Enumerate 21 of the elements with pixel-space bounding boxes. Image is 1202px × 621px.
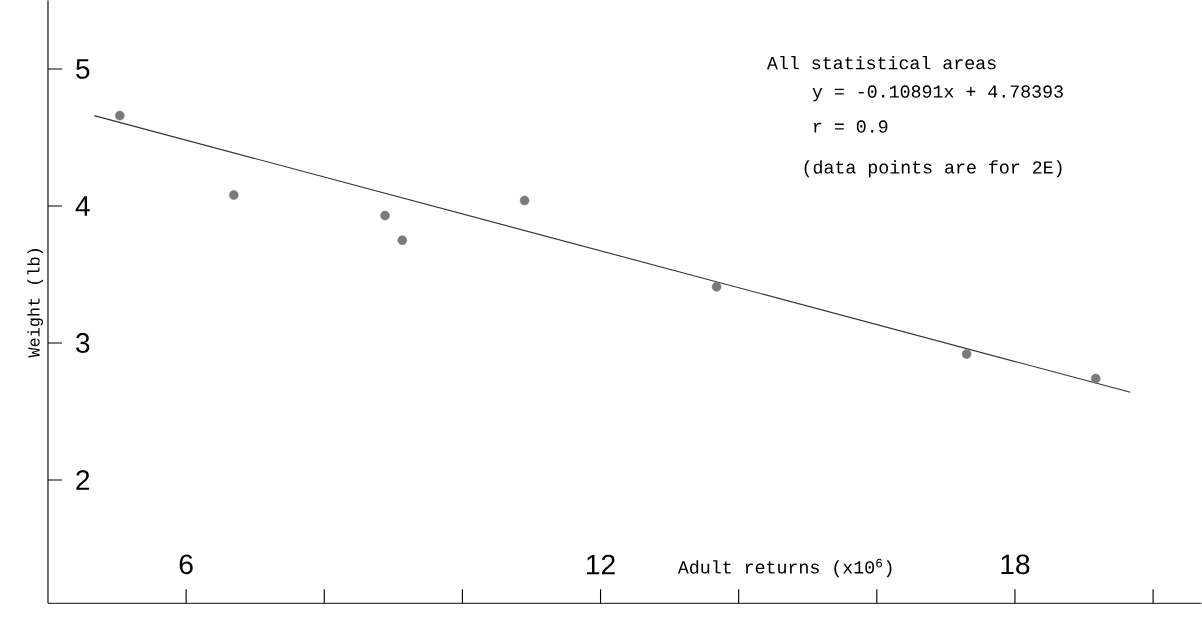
point xyxy=(711,281,722,292)
point xyxy=(519,195,530,206)
annotation: y = -0.10891x + 4.78393 xyxy=(812,85,1063,102)
point xyxy=(115,110,125,121)
y-tick-label: 3 xyxy=(76,332,90,353)
annotation: (data points are for 2E) xyxy=(804,160,1062,178)
annotation: All statistical areas xyxy=(766,55,996,70)
point xyxy=(1090,373,1101,384)
x-axis-title: Adult returns (x10$^{6}$) xyxy=(677,558,892,578)
y-tick-label: 2 xyxy=(76,470,90,490)
annotation: r = 0.9 xyxy=(814,120,888,133)
x-tick-label: 6 xyxy=(179,554,193,575)
point xyxy=(397,235,408,245)
point xyxy=(380,210,390,221)
point xyxy=(961,349,972,359)
x-tick-label: 18 xyxy=(1001,554,1030,575)
x-tick-label: 12 xyxy=(587,554,615,575)
y-tick-label: 5 xyxy=(76,59,90,79)
y-tick-label: 4 xyxy=(75,196,90,216)
y-axis-title: Weight (lb) xyxy=(27,248,44,358)
point xyxy=(229,190,239,200)
